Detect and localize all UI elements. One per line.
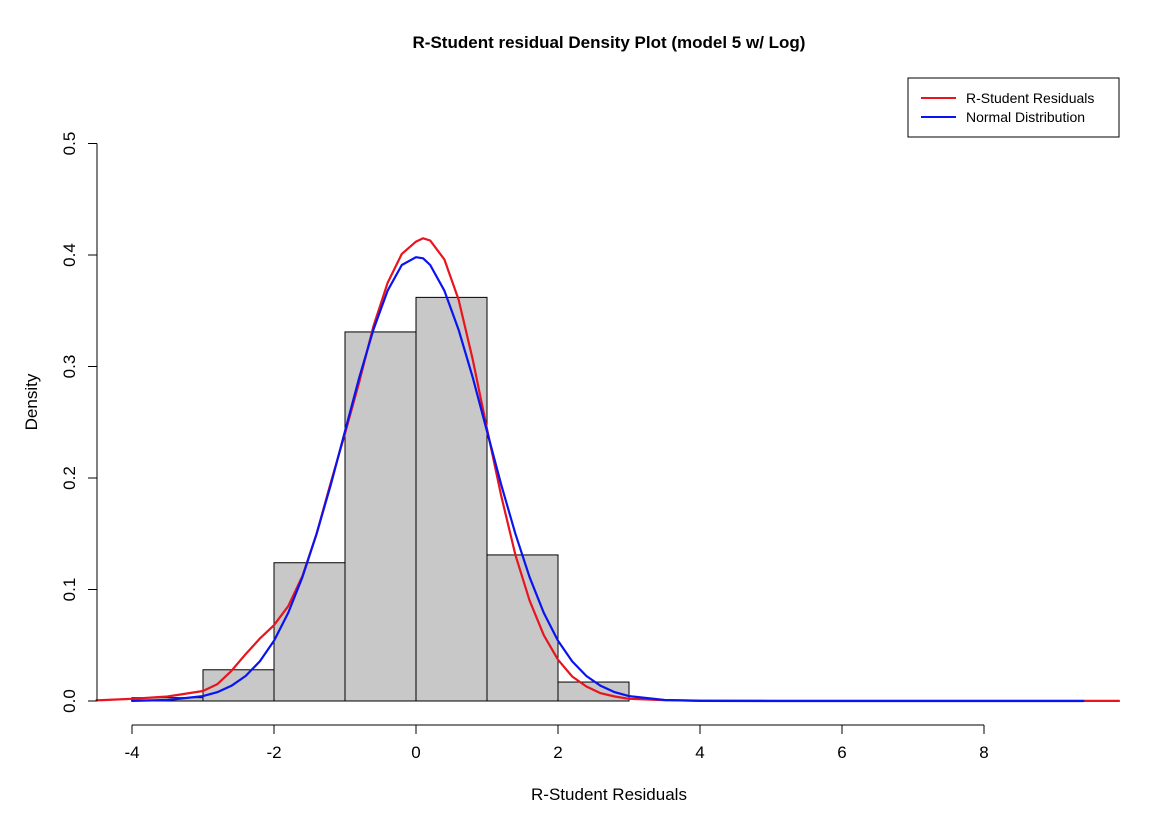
y-tick-label: 0.3	[60, 355, 79, 379]
histogram-bars	[131, 296, 630, 702]
legend: R-Student Residuals Normal Distribution	[907, 77, 1120, 138]
x-tick-label: -2	[266, 743, 281, 762]
y-tick-label: 0.0	[60, 689, 79, 713]
density-curves	[95, 237, 1121, 703]
y-tick-label: 0.5	[60, 132, 79, 156]
legend-label-r-student: R-Student Residuals	[966, 90, 1094, 106]
histogram-bar-4	[415, 296, 488, 702]
y-tick-label: 0.1	[60, 578, 79, 602]
y-tick-label: 0.4	[60, 243, 79, 267]
x-tick-label: -4	[124, 743, 139, 762]
y-axis-label: Density	[22, 373, 41, 430]
histogram-bar-2	[273, 562, 346, 702]
legend-box	[907, 77, 1120, 138]
x-tick-label: 0	[411, 743, 420, 762]
density-line-normal	[130, 256, 1085, 703]
x-tick-label: 6	[837, 743, 846, 762]
legend-label-normal: Normal Distribution	[966, 109, 1085, 125]
x-axis: -4 -2 0 2 4 6 8	[124, 724, 989, 762]
y-axis: 0.0 0.1 0.2 0.3 0.4 0.5	[60, 132, 98, 713]
x-tick-label: 2	[553, 743, 562, 762]
density-line-r-student	[95, 237, 1121, 703]
x-axis-label: R-Student Residuals	[531, 785, 687, 804]
chart-title: R-Student residual Density Plot (model 5…	[413, 33, 806, 52]
x-tick-label: 8	[979, 743, 988, 762]
x-tick-label: 4	[695, 743, 704, 762]
y-tick-label: 0.2	[60, 466, 79, 490]
